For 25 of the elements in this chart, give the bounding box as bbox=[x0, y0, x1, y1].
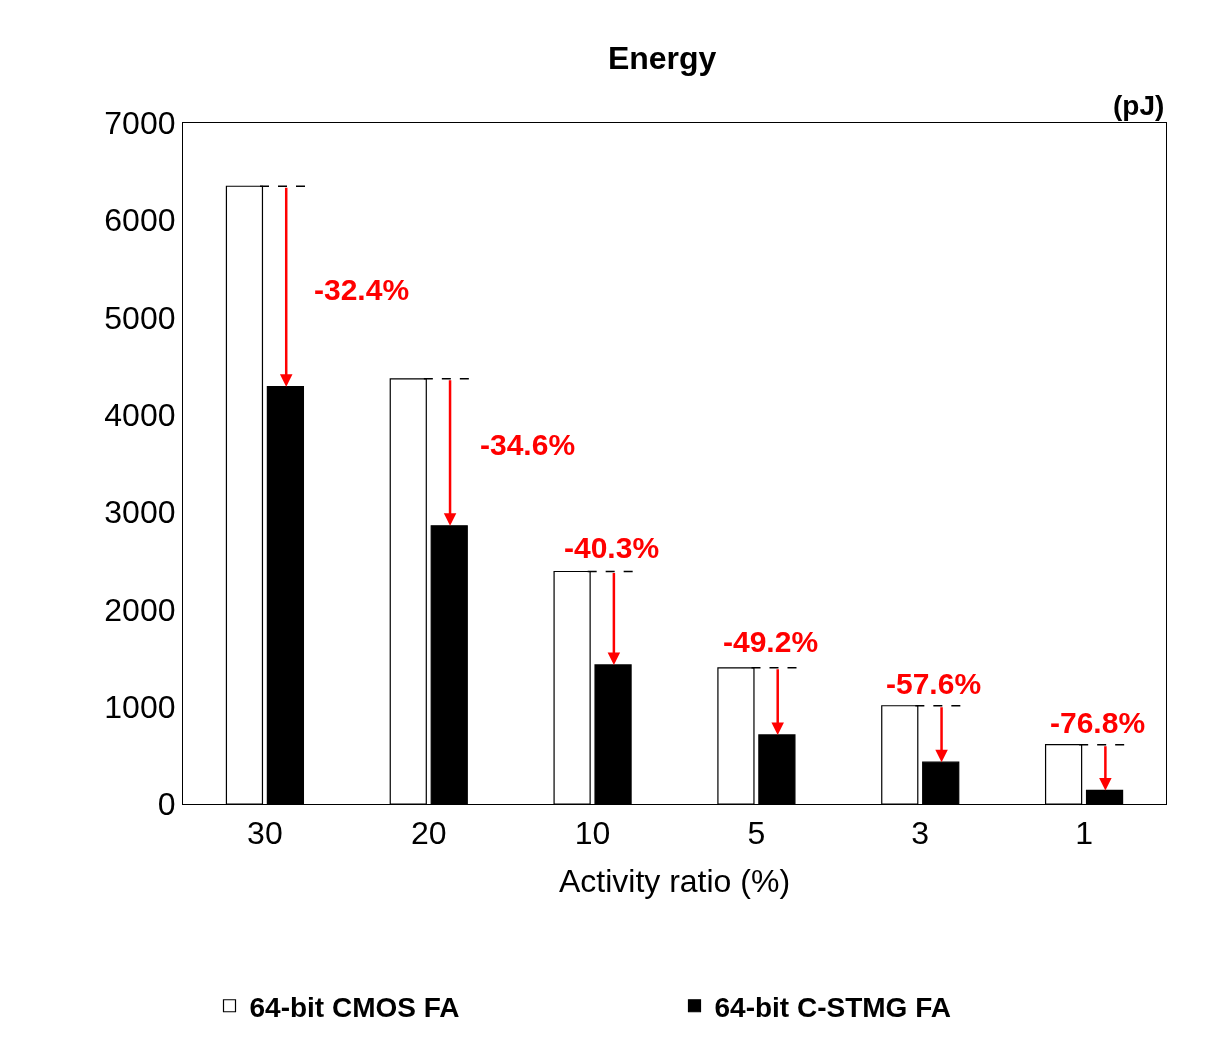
x-axis-title: Activity ratio (%) bbox=[558, 863, 791, 900]
annotation: -76.8% bbox=[1050, 706, 1146, 739]
x-tick-label: 30 bbox=[247, 814, 283, 851]
annotation: -49.2% bbox=[723, 625, 819, 658]
x-tick-label: 1 bbox=[1075, 814, 1093, 851]
y-tick-label: 3000 bbox=[104, 494, 176, 531]
annotation: -57.6% bbox=[886, 667, 982, 700]
y-tick-label: 0 bbox=[157, 786, 176, 823]
x-tick-label: 3 bbox=[911, 814, 930, 851]
y-tick-label: 4000 bbox=[104, 397, 176, 434]
y-tick-label: 1000 bbox=[104, 688, 176, 725]
chart-title: Energy bbox=[607, 40, 717, 77]
y-tick-label: 5000 bbox=[104, 299, 176, 336]
x-tick-label: 5 bbox=[747, 814, 766, 851]
legend-label: 64-bit CMOS FA bbox=[249, 991, 460, 1023]
annotation: -32.4% bbox=[314, 273, 410, 306]
x-tick-label: 20 bbox=[410, 814, 447, 851]
y-tick-label: 2000 bbox=[104, 591, 176, 628]
legend-label: 64-bit C-STMG FA bbox=[714, 991, 951, 1023]
annotation: -40.3% bbox=[564, 531, 660, 564]
y-axis-title: (pJ) bbox=[1113, 90, 1165, 121]
y-tick-label: 7000 bbox=[104, 105, 176, 142]
y-tick-label: 6000 bbox=[104, 202, 176, 239]
x-tick-label: 10 bbox=[574, 814, 611, 851]
annotation: -34.6% bbox=[480, 428, 576, 461]
